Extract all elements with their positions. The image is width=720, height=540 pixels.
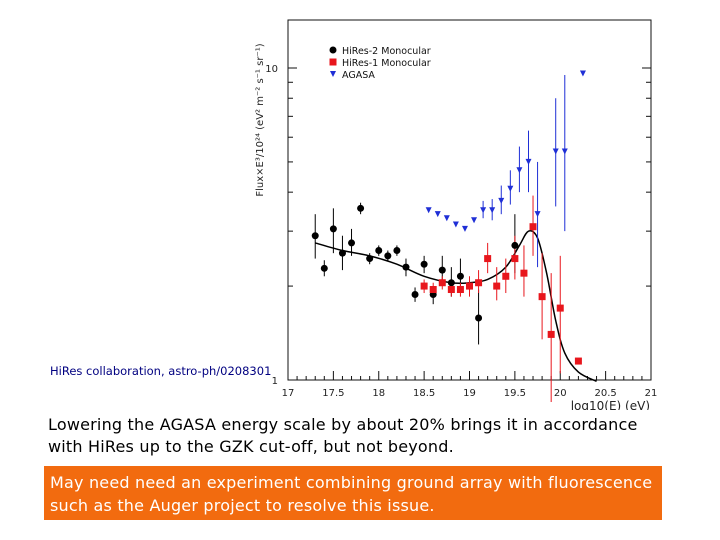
- agasa-point: [498, 197, 505, 204]
- hires2-point: [456, 272, 464, 280]
- x-tick-label: 18: [372, 388, 385, 399]
- hires1-point: [456, 286, 464, 294]
- hires1-point: [538, 293, 546, 301]
- x-tick-label: 18.5: [413, 388, 435, 399]
- hires2-point: [447, 279, 455, 287]
- note-box: May need need an experiment combining gr…: [44, 466, 662, 520]
- note-text: May need need an experiment combining gr…: [50, 473, 653, 515]
- hires2-point: [348, 239, 356, 247]
- spectrum-plot: 10 1 17 17.5 18 18.5 19 19.5 20 20.5 21 HiRes-2 M…: [255, 19, 658, 410]
- agasa-point: [480, 207, 487, 214]
- agasa-point: [579, 70, 586, 77]
- legend-label: HiRes-1 Monocular: [342, 58, 431, 69]
- hires1-point: [466, 282, 473, 290]
- model-curve-line: [315, 229, 597, 383]
- hires2-point: [411, 290, 419, 298]
- x-axis-ticks: 17 17.5 18 18.5 19 19.5 20 20.5 21: [282, 371, 658, 399]
- agasa-point: [507, 185, 514, 192]
- agasa-point: [552, 148, 559, 155]
- agasa-point: [489, 207, 496, 214]
- hires1-point: [429, 286, 437, 294]
- y-tick-label: 1: [272, 376, 278, 387]
- hires1-point: [520, 269, 528, 277]
- agasa-point: [561, 148, 568, 155]
- agasa-point: [534, 211, 541, 218]
- error-bars: [314, 74, 566, 403]
- hires2-point: [375, 247, 383, 255]
- x-axis-label: log10(E) (eV): [571, 399, 650, 410]
- agasa-point: [425, 207, 432, 214]
- x-tick-label: 21: [645, 388, 658, 399]
- agasa-point: [461, 225, 468, 232]
- x-tick-label: 19.5: [504, 388, 526, 399]
- legend-marker-triangle: [330, 71, 336, 77]
- x-tick-label: 17.5: [322, 388, 344, 399]
- hires1-point: [574, 357, 582, 365]
- hires1-point: [493, 282, 501, 290]
- legend-marker-circle: [329, 46, 337, 54]
- hires1-point: [420, 282, 428, 290]
- y-axis-label: Flux×E³/10²⁴ (eV² m⁻² s⁻¹ sr⁻¹): [255, 43, 266, 196]
- hires2-point: [366, 255, 374, 263]
- x-tick-label: 20.5: [594, 388, 616, 399]
- hires1-point: [529, 223, 537, 231]
- hires2-point: [384, 252, 392, 260]
- hires2-point: [511, 241, 519, 249]
- agasa-point: [516, 167, 523, 174]
- x-tick-label: 19: [463, 388, 476, 399]
- hires1-point: [556, 304, 564, 312]
- hires2-point: [338, 249, 346, 257]
- hires2-point: [320, 264, 328, 272]
- hires2-point: [420, 260, 428, 268]
- hires2-point: [402, 263, 410, 271]
- agasa-point: [434, 211, 441, 218]
- x-tick-label: 20: [554, 388, 567, 399]
- agasa-point: [471, 217, 478, 224]
- agasa-point: [443, 215, 450, 222]
- hires1-point: [547, 330, 555, 338]
- hires1-point: [502, 272, 510, 280]
- hires1-point: [447, 286, 455, 294]
- model-curve-layer: [315, 229, 597, 383]
- main-text: Lowering the AGASA energy scale by about…: [48, 415, 638, 456]
- hires2-point: [393, 247, 401, 255]
- agasa-point: [525, 158, 532, 165]
- hires1-point: [475, 279, 483, 287]
- hires1-point: [438, 279, 446, 287]
- hires1-point: [511, 255, 519, 263]
- x-tick-label: 17: [282, 388, 295, 399]
- hires2-point: [357, 204, 365, 212]
- y-tick-label: 10: [265, 64, 278, 75]
- legend-label: HiRes-2 Monocular: [342, 46, 431, 57]
- hires1-point: [484, 255, 492, 263]
- y-axis-ticks: 10 1: [265, 64, 651, 387]
- legend-label: AGASA: [342, 70, 375, 81]
- data-points: [311, 70, 586, 365]
- hires2-point: [438, 266, 446, 274]
- hires2-point: [475, 314, 483, 322]
- hires2-point: [329, 225, 337, 233]
- agasa-point: [452, 221, 459, 228]
- legend-marker-square: [329, 58, 337, 66]
- hires2-point: [311, 232, 319, 240]
- credit-caption: HiRes collaboration, astro-ph/0208301: [50, 364, 272, 378]
